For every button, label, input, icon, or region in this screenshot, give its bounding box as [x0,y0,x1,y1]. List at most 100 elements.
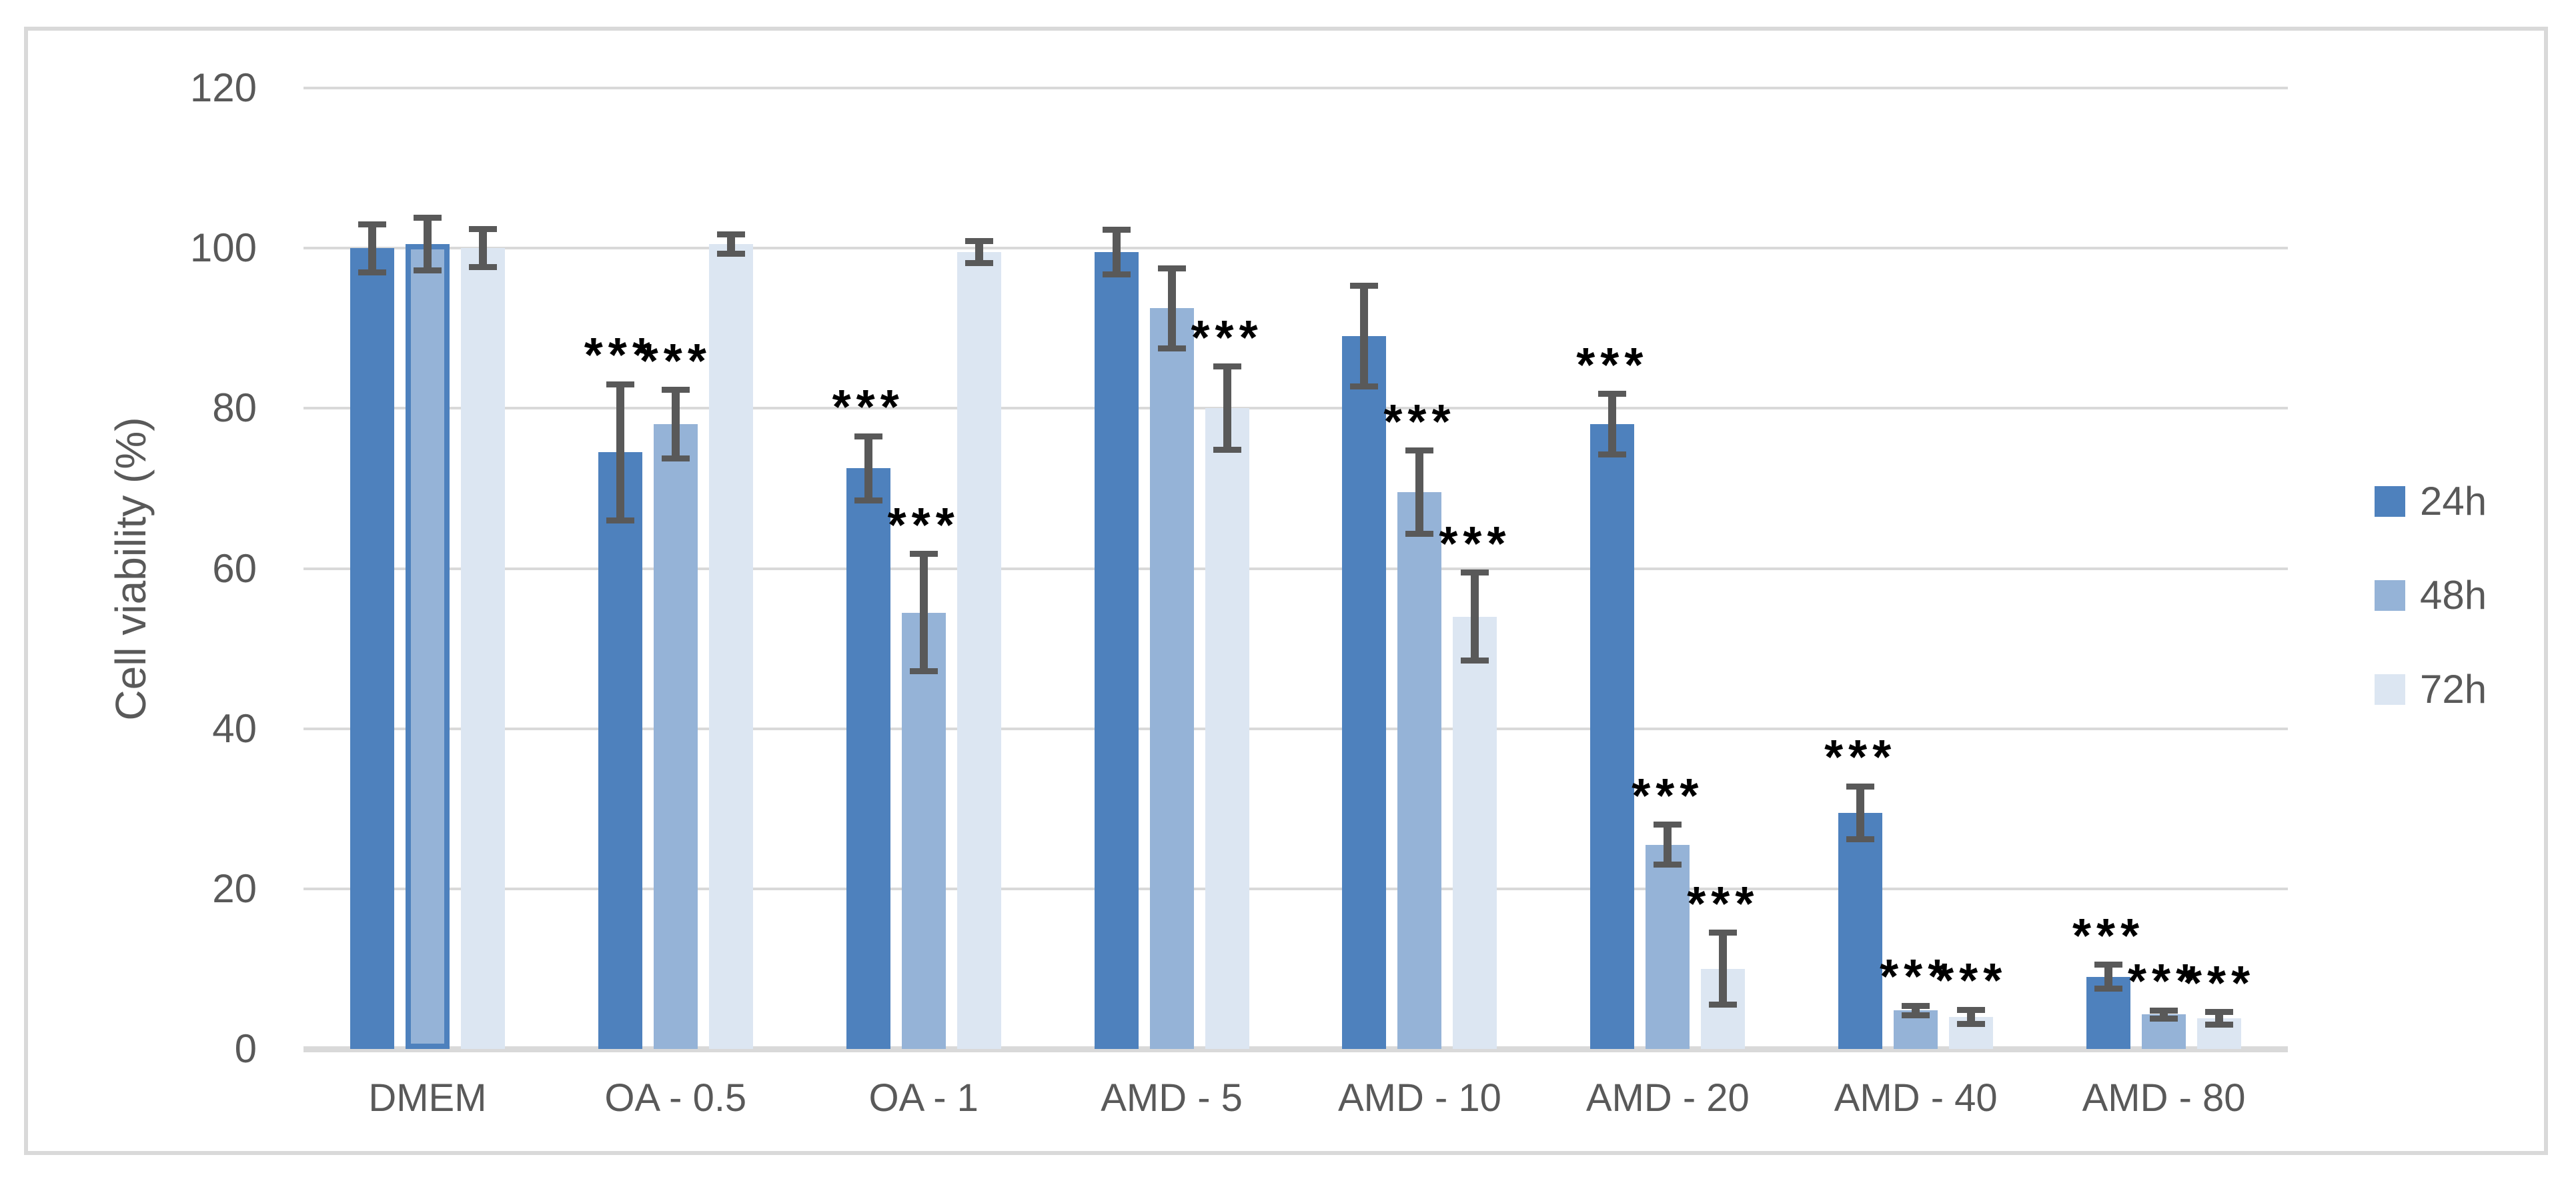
error-bar-cap-top [1461,569,1489,575]
error-bar-cap-top [358,221,386,227]
bar-24h-OA-0.5 [598,452,642,1049]
significance-stars: *** [1383,395,1456,449]
x-axis-label: AMD - 5 [1101,1076,1243,1120]
significance-stars: *** [1439,517,1511,571]
legend-swatch-72h [2375,674,2405,705]
significance-stars: *** [1880,950,1952,1004]
error-bar-cap-top [1350,283,1379,289]
error-bar-cap-bottom [716,251,745,257]
bar-48h-DMEM [405,244,450,1049]
error-bar-cap-top [1598,391,1627,397]
error-bar-cap-top [606,381,634,387]
x-axis-label: AMD - 20 [1585,1076,1750,1120]
bar-24h-OA-1 [846,468,890,1049]
legend-item-48h: 48h [2375,575,2487,616]
x-axis-label: DMEM [368,1076,487,1120]
error-bar-cap-top [854,433,882,439]
error-bar-whisker [975,241,983,263]
bar-72h-AMD-5 [1205,408,1249,1049]
bar-48h-AMD-5 [1149,308,1194,1049]
error-bar-cap-top [413,215,442,221]
legend-item-72h: 72h [2375,670,2487,710]
significance-stars: *** [2128,955,2200,1009]
bar-48h-OA-0.5 [653,424,698,1049]
legend-swatch-48h [2375,580,2405,611]
error-bar-whisker [1112,229,1121,275]
error-bar-cap-bottom [1598,451,1627,458]
significance-stars: *** [1191,311,1263,365]
error-bar-cap-bottom [413,267,442,274]
error-bar-whisker [1471,572,1479,661]
gridline [303,887,2288,890]
error-bar-whisker [616,384,624,521]
y-tick-label: 100 [189,225,257,271]
significance-stars: *** [584,329,656,383]
significance-stars: *** [1935,954,2008,1008]
error-bar-cap-bottom [1957,1021,1986,1028]
bar-72h-OA-0.5 [708,244,753,1049]
error-bar-cap-bottom [661,455,690,462]
significance-stars: *** [1824,731,1897,785]
error-bar-cap-bottom [1902,1012,1930,1019]
error-bar-whisker [1664,824,1672,865]
legend-label: 24h [2420,479,2487,523]
bar-72h-AMD-10 [1453,616,1497,1049]
error-bar-cap-top [1654,822,1682,828]
x-axis-label: AMD - 10 [1337,1076,1501,1120]
error-bar-cap-top [1102,227,1131,233]
error-bar-cap-bottom [909,668,938,674]
error-bar-whisker [919,553,928,672]
error-bar-cap-top [909,551,938,557]
bar-24h-AMD-20 [1590,424,1635,1049]
x-axis-label: AMD - 80 [2082,1076,2246,1120]
error-bar-cap-bottom [1213,447,1241,453]
error-bar-whisker [1223,366,1231,450]
error-bar-cap-bottom [1350,383,1379,390]
y-tick-label: 60 [212,545,257,591]
error-bar-cap-top [468,225,497,232]
significance-stars: *** [639,334,712,388]
error-bar-cap-bottom [1461,658,1489,664]
error-bar-cap-top [1846,783,1875,790]
error-bar-cap-top [2150,1007,2178,1014]
error-bar-cap-top [1157,265,1186,271]
error-bar-whisker [726,234,735,254]
error-bar-whisker [1719,932,1728,1005]
significance-stars: *** [2072,909,2145,963]
x-axis-label: OA - 0.5 [604,1076,747,1120]
bar-48h-AMD-20 [1646,844,1690,1049]
error-bar-cap-top [964,237,993,244]
error-bar-cap-top [1405,447,1434,454]
error-bar-cap-bottom [964,260,993,267]
bar-24h-AMD-40 [1838,812,1883,1049]
gridline [303,87,2288,89]
error-bar-whisker [1608,393,1617,455]
error-bar-cap-bottom [1846,836,1875,842]
significance-stars: *** [887,498,960,552]
significance-stars: *** [1687,877,1760,931]
x-axis-line [303,1046,2288,1052]
legend-swatch-24h [2375,486,2405,517]
error-bar-whisker [671,389,680,459]
legend-item-24h: 24h [2375,481,2487,521]
error-bar-cap-bottom [2205,1022,2234,1028]
error-bar-whisker [2215,1012,2224,1025]
significance-stars: *** [2183,956,2256,1010]
error-bar-whisker [1167,268,1176,349]
error-bar-whisker [1360,285,1369,387]
error-bar-cap-top [1902,1002,1930,1009]
significance-stars: *** [1576,338,1649,392]
error-bar-cap-bottom [1709,1002,1738,1008]
error-bar-cap-top [1957,1006,1986,1013]
significance-stars: *** [832,381,904,435]
error-bar-whisker [423,217,432,271]
bar-72h-OA-1 [956,252,1001,1049]
error-bar-whisker [1967,1010,1976,1024]
error-bar-cap-top [716,231,745,238]
bar-24h-DMEM [350,248,394,1049]
error-bar-whisker [478,229,487,267]
error-bar-cap-bottom [1157,345,1186,351]
error-bar-cap-bottom [358,269,386,275]
error-bar-cap-top [1213,363,1241,370]
